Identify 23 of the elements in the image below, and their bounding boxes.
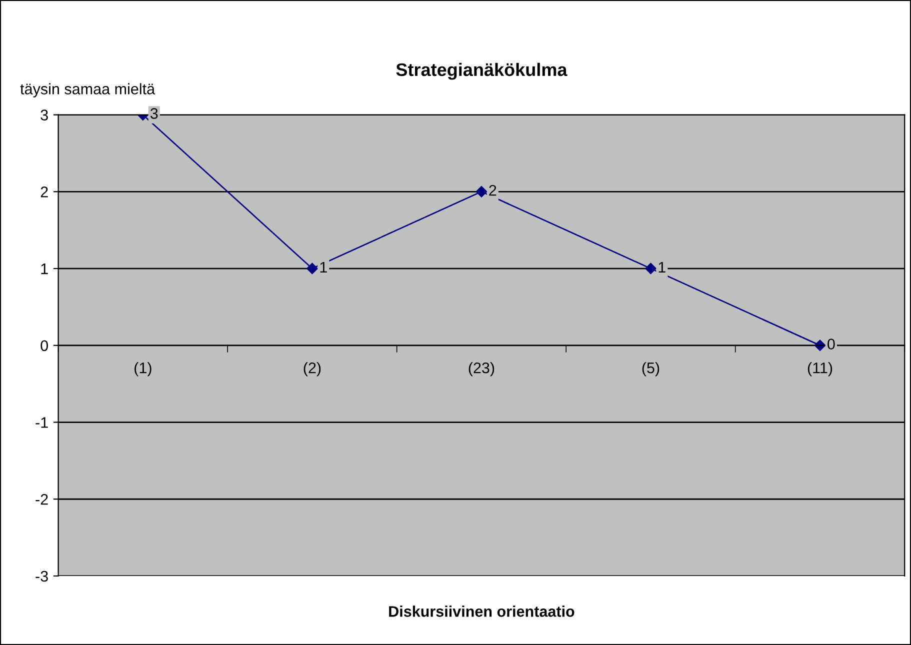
- y-axis-title: täysin samaa mieltä: [20, 83, 156, 98]
- x-tick-label: (2): [304, 362, 321, 376]
- chart-title: Strategianäkökulma: [396, 62, 568, 80]
- x-tick-label: (1): [134, 362, 152, 376]
- y-tick-label: -2: [36, 494, 48, 505]
- x-tick-label: (5): [642, 362, 660, 376]
- x-tick-label: (23): [468, 362, 494, 376]
- data-label: 2: [489, 184, 496, 196]
- y-tick-label: -1: [36, 417, 48, 428]
- y-tick-label: 3: [40, 110, 48, 120]
- x-axis-title: Diskursiivinen orientaatio: [389, 606, 574, 617]
- point: [645, 262, 656, 274]
- x-tick-label: (11): [808, 362, 832, 376]
- point: [476, 186, 488, 198]
- y-tick-label: 1: [41, 264, 48, 274]
- data-label: 0: [828, 338, 835, 350]
- data-label: 3: [150, 108, 158, 119]
- data-label: 1: [320, 262, 327, 272]
- y-tick-label: 0: [40, 340, 48, 352]
- data-label: 1: [658, 262, 666, 272]
- y-tick-label: -3: [36, 570, 48, 582]
- y-tick-label: 2: [40, 186, 48, 198]
- point: [306, 262, 318, 274]
